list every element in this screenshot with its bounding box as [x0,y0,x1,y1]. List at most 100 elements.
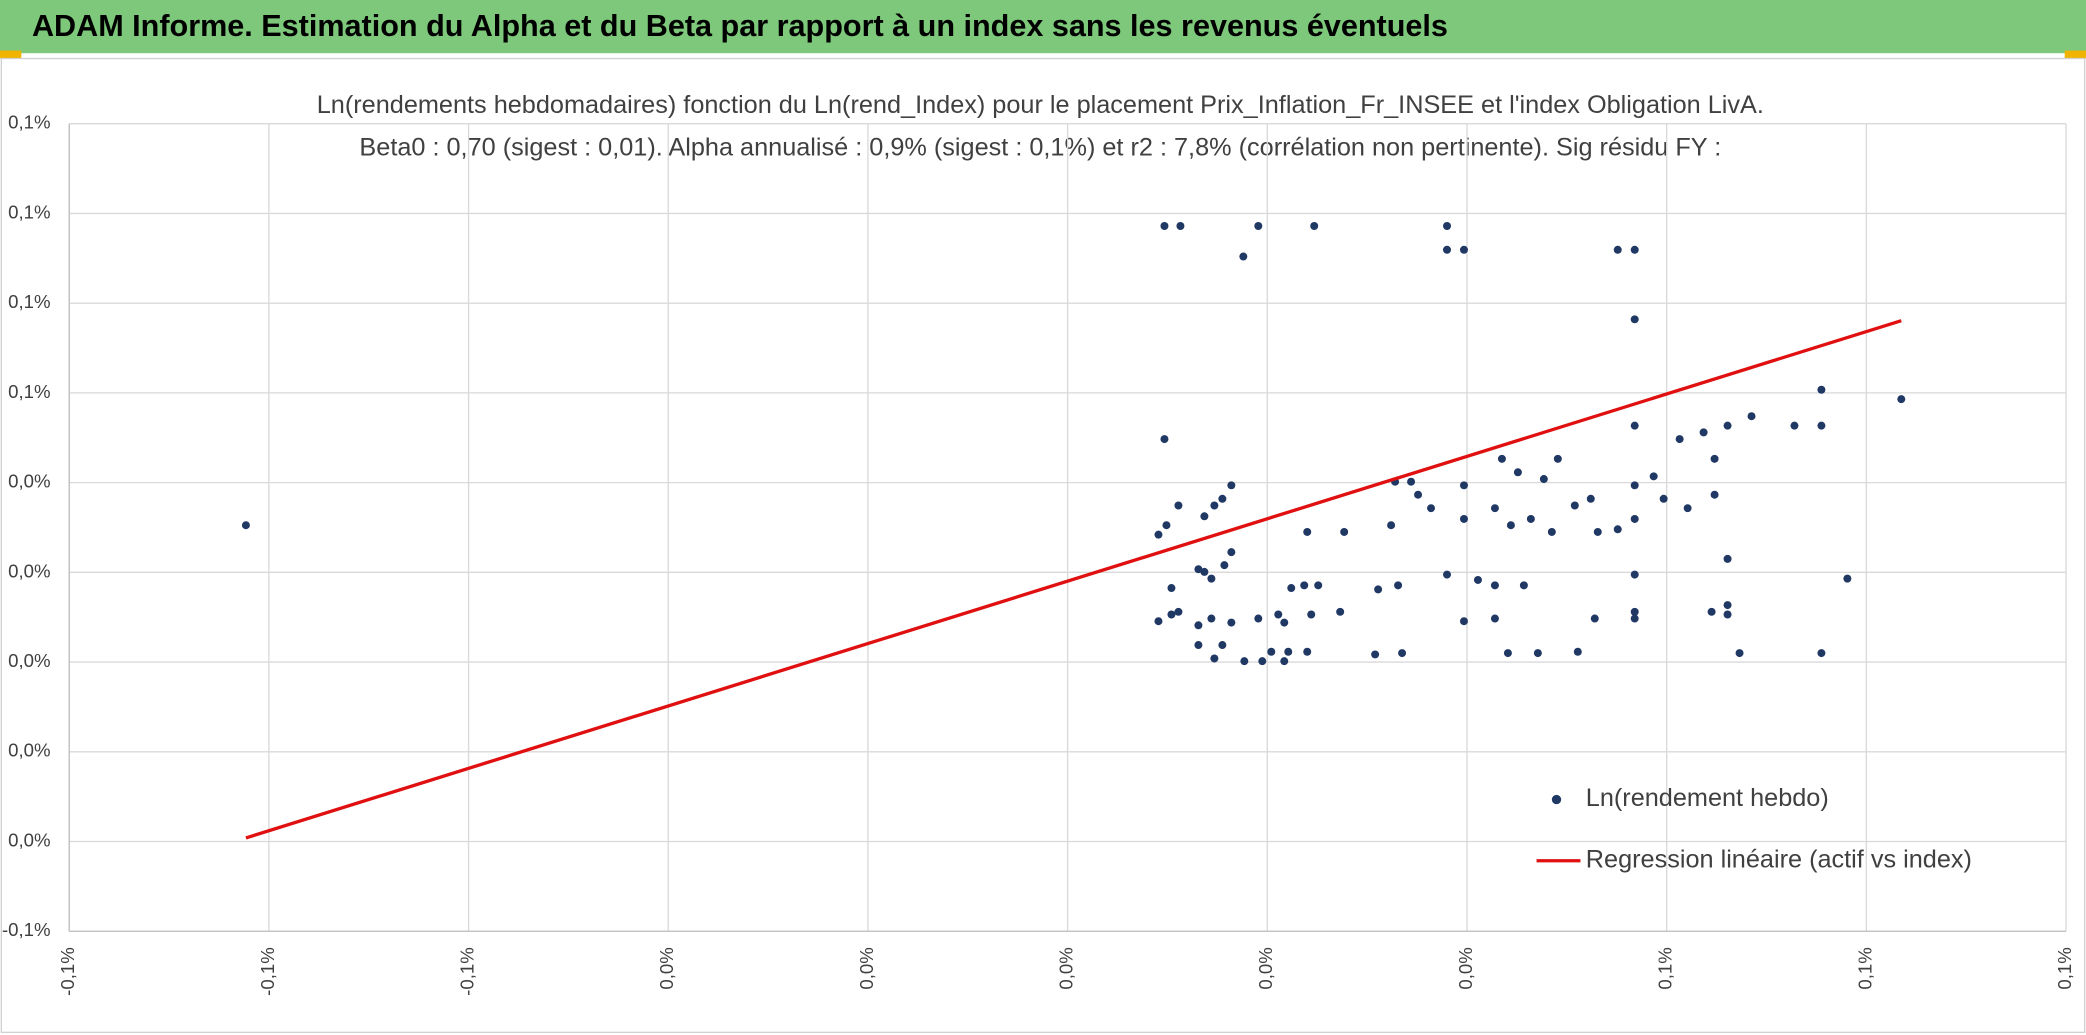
scatter-point [1630,570,1639,579]
scatter-point [1707,607,1716,616]
scatter-point [1300,581,1309,590]
legend-label: Ln(rendement hebdo) [1586,784,1829,812]
chart-subtitle: Beta0 : 0,70 (sigest : 0,01). Alpha annu… [359,134,1721,162]
scatter-point [1387,521,1396,530]
scatter-point [1613,525,1622,534]
scatter-point [1162,521,1171,530]
scatter-point [1459,481,1468,490]
regression-line [245,319,1902,840]
scatter-point [1194,641,1203,650]
scatter-point [1533,649,1542,658]
scatter-point [1630,614,1639,623]
scatter-point [1210,501,1219,510]
scatter-point [1303,647,1312,656]
scatter-point [1490,614,1499,623]
scatter-point [1310,222,1319,230]
scatter-point [1699,428,1708,437]
page-title: ADAM Informe. Estimation du Alpha et du … [32,9,1448,43]
corner-mark [0,50,22,59]
scatter-point [1710,490,1719,499]
scatter-point [1258,657,1267,666]
scatter-point [1570,501,1579,510]
scatter-point [1227,618,1236,627]
y-tick-label: -0,1% [2,919,51,940]
scatter-point [1590,614,1599,623]
scatter-point [1443,245,1452,254]
x-tick-label: -0,1% [57,947,78,996]
scatter-point [1473,575,1482,584]
chart-frame [0,57,2086,1034]
scatter-point [1254,222,1263,230]
scatter-point [1490,581,1499,590]
x-tick-label: 0,0% [656,947,677,989]
scatter-point [1336,607,1345,616]
scatter-point [241,521,250,530]
scatter-point [1649,472,1658,481]
scatter-point [1573,647,1582,656]
scatter-point [1497,454,1506,463]
y-tick-label: 0,0% [8,471,50,492]
scatter-point [1239,252,1248,261]
scatter-point [1630,245,1639,254]
scatter-point [1630,315,1639,324]
scatter-point [1167,584,1176,593]
scatter-point [1314,581,1323,590]
scatter-point [1374,585,1383,594]
scatter-point [1371,650,1380,659]
scatter-point [1790,421,1799,430]
scatter-point [1398,649,1407,658]
x-tick-label: 0,1% [2054,947,2075,989]
scatter-point [1503,649,1512,658]
scatter-point [1593,527,1602,536]
scatter-point [1174,607,1183,616]
scatter-point [1176,222,1185,230]
scatter-point [1519,581,1528,590]
scatter-point [1443,222,1452,230]
scatter-point [1207,614,1216,623]
scatter-point [1227,548,1236,557]
scatter-point [1200,512,1209,521]
scatter-point [1207,574,1216,583]
scatter-point [1735,649,1744,658]
scatter-point [1547,527,1556,536]
scatter-point [1414,490,1423,499]
scatter-point [1227,481,1236,490]
scatter-point [1267,647,1276,656]
scatter-point [1539,475,1548,484]
y-tick-label: 0,0% [8,740,50,761]
scatter-point [1443,570,1452,579]
x-tick-label: -0,1% [257,947,278,996]
scatter-point [1490,504,1499,513]
scatter-point [1683,504,1692,513]
x-tick-label: 0,1% [1655,947,1676,989]
scatter-point [1174,501,1183,510]
y-tick-label: 0,0% [8,560,50,581]
y-tick-label: 0,0% [8,829,50,850]
scatter-point [1160,222,1169,230]
scatter-point [1407,477,1416,486]
x-tick-label: 0,1% [1854,947,1875,989]
scatter-point [1723,601,1732,610]
scatter-point [1843,574,1852,583]
scatter-point [1274,610,1283,619]
scatter-point [1218,494,1227,503]
scatter-point [1220,561,1229,570]
scatter-point [1459,617,1468,626]
scatter-point [1200,567,1209,576]
y-tick-label: 0,1% [8,291,50,312]
scatter-point [1817,421,1826,430]
corner-mark [2064,50,2086,59]
scatter-point [1459,245,1468,254]
scatter-point [1154,530,1163,539]
scatter-point [1675,435,1684,444]
scatter-point [1303,527,1312,536]
scatter-point [1280,657,1289,666]
y-tick-label: 0,1% [8,381,50,402]
x-tick-label: 0,0% [1255,947,1276,989]
scatter-point [1817,649,1826,658]
scatter-point [1747,412,1756,421]
y-tick-label: 0,0% [8,650,50,671]
scatter-point [1218,641,1227,650]
scatter-point [1287,584,1296,593]
legend-swatch [1551,794,1562,805]
